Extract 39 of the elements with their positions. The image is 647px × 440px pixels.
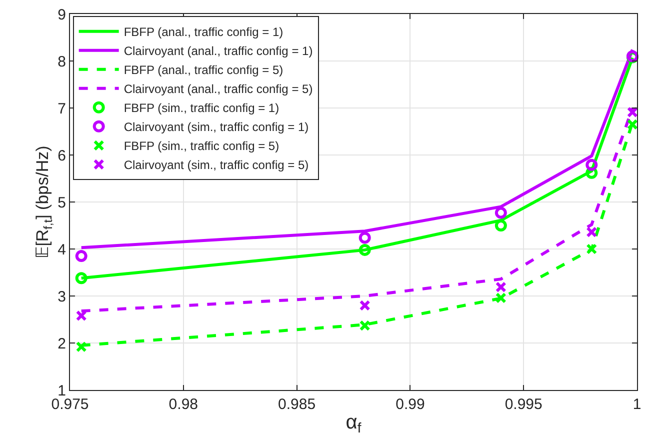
point [495, 292, 506, 304]
y-tick-label: 5 [58, 194, 66, 212]
point [586, 226, 598, 238]
y-tick-label: 2 [58, 335, 66, 352]
x-tick-label: 0.995 [504, 396, 542, 413]
point [76, 341, 87, 352]
y-tick-label: 6 [58, 147, 66, 164]
legend-label: Clairvoyant (sim., traffic config = 5) [124, 158, 309, 172]
point [358, 244, 371, 256]
point [76, 310, 87, 322]
y-tick-label: 3 [58, 288, 66, 306]
legend-label: Clairvoyant (anal., traffic config = 5) [124, 82, 313, 96]
x-tick-label: 0.985 [278, 396, 316, 413]
y-tick-label: 7 [58, 100, 66, 118]
y-tick-label: 8 [58, 53, 66, 70]
x-axis-title: α$_{f}$ [346, 412, 362, 436]
x-tick-label: 0.98 [168, 396, 198, 413]
point [495, 282, 506, 293]
point [494, 206, 507, 219]
point [359, 320, 370, 332]
point [75, 250, 88, 262]
legend-label: FBFP (anal., traffic config = 5) [124, 63, 284, 78]
point [586, 244, 598, 254]
point [586, 158, 598, 171]
legend-label: FBFP (sim., traffic config = 5) [124, 139, 280, 154]
legend-label: Clairvoyant (anal., traffic config = 1) [124, 44, 313, 58]
point [359, 300, 370, 311]
y-tick-label: 9 [58, 6, 66, 24]
point [626, 106, 638, 118]
x-tick-label: 0.99 [396, 396, 425, 413]
point [358, 232, 371, 244]
legend-label: Clairvoyant (sim., traffic config = 1) [124, 120, 309, 134]
x-tick-label: 1 [632, 396, 642, 413]
y-tick-label: 4 [58, 241, 66, 258]
legend-label: FBFP (anal., traffic config = 1) [124, 25, 284, 40]
point [75, 272, 88, 284]
point [626, 118, 638, 130]
point [494, 220, 507, 232]
legend-label: FBFP (sim., traffic config = 1) [124, 101, 280, 116]
